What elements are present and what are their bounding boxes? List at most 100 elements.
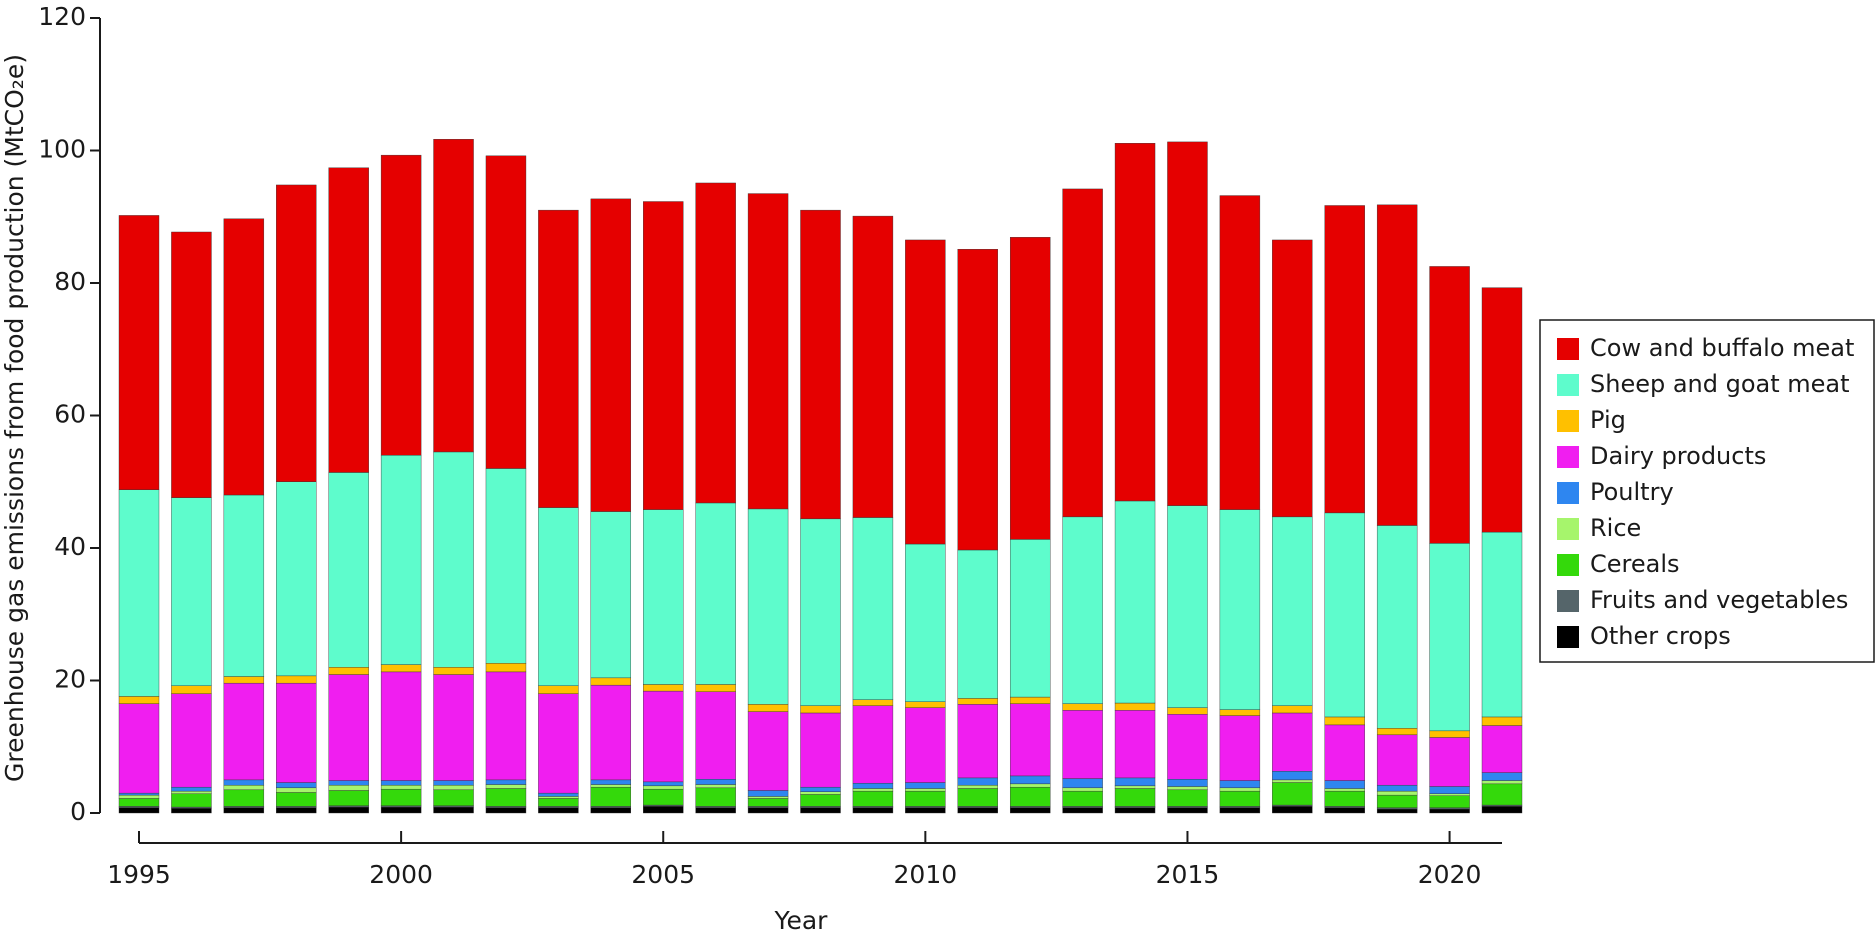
x-tick-label: 2020 — [1418, 860, 1482, 889]
bar-segment — [328, 667, 369, 675]
legend-label: Dairy products — [1590, 442, 1766, 470]
bar-segment — [538, 693, 579, 794]
bar-segment — [223, 784, 265, 791]
bar-segment — [1481, 725, 1523, 773]
legend-swatch — [1557, 446, 1579, 468]
bar-segment — [852, 782, 894, 789]
bar-segment — [905, 239, 946, 545]
bar-segment — [171, 497, 212, 686]
legend-swatch — [1557, 410, 1579, 432]
bar-segment — [328, 674, 369, 781]
bar-segment — [590, 511, 632, 679]
bar-segment — [695, 684, 736, 692]
bar-segment — [905, 782, 946, 789]
bar-segment — [538, 507, 579, 686]
bar-segment — [852, 705, 894, 784]
bar-segment — [747, 508, 789, 705]
bar-segment — [1376, 734, 1418, 786]
bar-segment — [643, 806, 684, 814]
bar-segment — [276, 481, 317, 677]
bar-segment — [276, 184, 317, 482]
bar-segment — [1376, 525, 1418, 729]
bar-segment — [643, 785, 684, 790]
bar-segment — [957, 788, 998, 807]
bar-segment — [1272, 516, 1313, 706]
bar-segment — [485, 807, 527, 814]
legend-swatch — [1557, 338, 1579, 360]
y-tick-label: 20 — [54, 665, 86, 694]
bar-segment — [538, 685, 579, 694]
bar-segment — [1324, 790, 1365, 807]
bar-segment — [905, 707, 946, 783]
legend-label: Cow and buffalo meat — [1590, 334, 1854, 362]
bar-segment — [171, 231, 212, 498]
bar-segment — [643, 509, 684, 685]
bar-segment — [643, 690, 684, 783]
bar-segment — [1429, 730, 1470, 738]
bar-segment — [747, 704, 789, 712]
bar-segment — [433, 784, 474, 791]
y-tick-label: 100 — [38, 135, 86, 164]
bar-segment — [538, 796, 579, 799]
x-tick-label: 2005 — [631, 860, 695, 889]
bar-segment — [800, 712, 841, 788]
legend-swatch — [1557, 374, 1579, 396]
bar-segment — [643, 788, 684, 806]
bar-segment — [747, 796, 789, 799]
bar-segment — [118, 794, 160, 799]
bar-segment — [538, 792, 579, 797]
bar-segment — [433, 139, 474, 453]
bar-segment — [1429, 266, 1470, 544]
bar-segment — [905, 788, 946, 792]
bar-segment — [695, 807, 736, 814]
legend-swatch — [1557, 482, 1579, 504]
bar-segment — [852, 790, 894, 807]
bar-segment — [852, 215, 894, 518]
y-axis-title: Greenhouse gas emissions from food produ… — [0, 54, 29, 782]
bar-segment — [1062, 703, 1103, 711]
x-tick-label: 1995 — [107, 860, 171, 889]
bar-segment — [380, 671, 422, 781]
bar-segment — [905, 543, 946, 702]
legend-swatch — [1557, 626, 1579, 648]
legend-label: Fruits and vegetables — [1590, 586, 1848, 614]
bar-segment — [223, 779, 265, 786]
bar-segment — [905, 807, 946, 814]
bar-segment — [1481, 780, 1523, 785]
legend-label: Rice — [1590, 514, 1641, 542]
bar-segment — [747, 807, 789, 814]
bar-segment — [433, 674, 474, 781]
bar-segment — [643, 781, 684, 787]
bar-segment — [957, 549, 998, 699]
bar-segment — [1062, 790, 1103, 807]
bar-segment — [1324, 205, 1365, 514]
bar-segment — [747, 711, 789, 791]
bar-segment — [485, 779, 527, 785]
bar-segment — [380, 788, 422, 806]
bar-segment — [590, 198, 632, 512]
bar-segment — [1324, 780, 1365, 789]
bar-segment — [328, 784, 369, 791]
bar-segment — [1009, 703, 1051, 777]
bar-segment — [223, 494, 265, 677]
bar-segment — [1114, 702, 1156, 711]
bar-segment — [1009, 786, 1051, 807]
bar-segment — [695, 784, 736, 789]
bar-segment — [118, 792, 160, 796]
bar-segment — [905, 790, 946, 807]
bar-segment — [1009, 539, 1051, 698]
bar-segment — [223, 789, 265, 807]
bar-segment — [1324, 807, 1365, 814]
bar-segment — [538, 807, 579, 814]
bar-segment — [223, 218, 265, 496]
bar-segment — [643, 201, 684, 510]
y-tick-label: 80 — [54, 267, 86, 296]
bar-segment — [1219, 780, 1261, 789]
bar-segment — [485, 788, 527, 807]
bar-segment — [800, 518, 841, 706]
bar-segment — [957, 698, 998, 705]
bar-segment — [118, 798, 160, 807]
bar-segment — [171, 685, 212, 694]
y-tick-label: 120 — [38, 2, 86, 31]
